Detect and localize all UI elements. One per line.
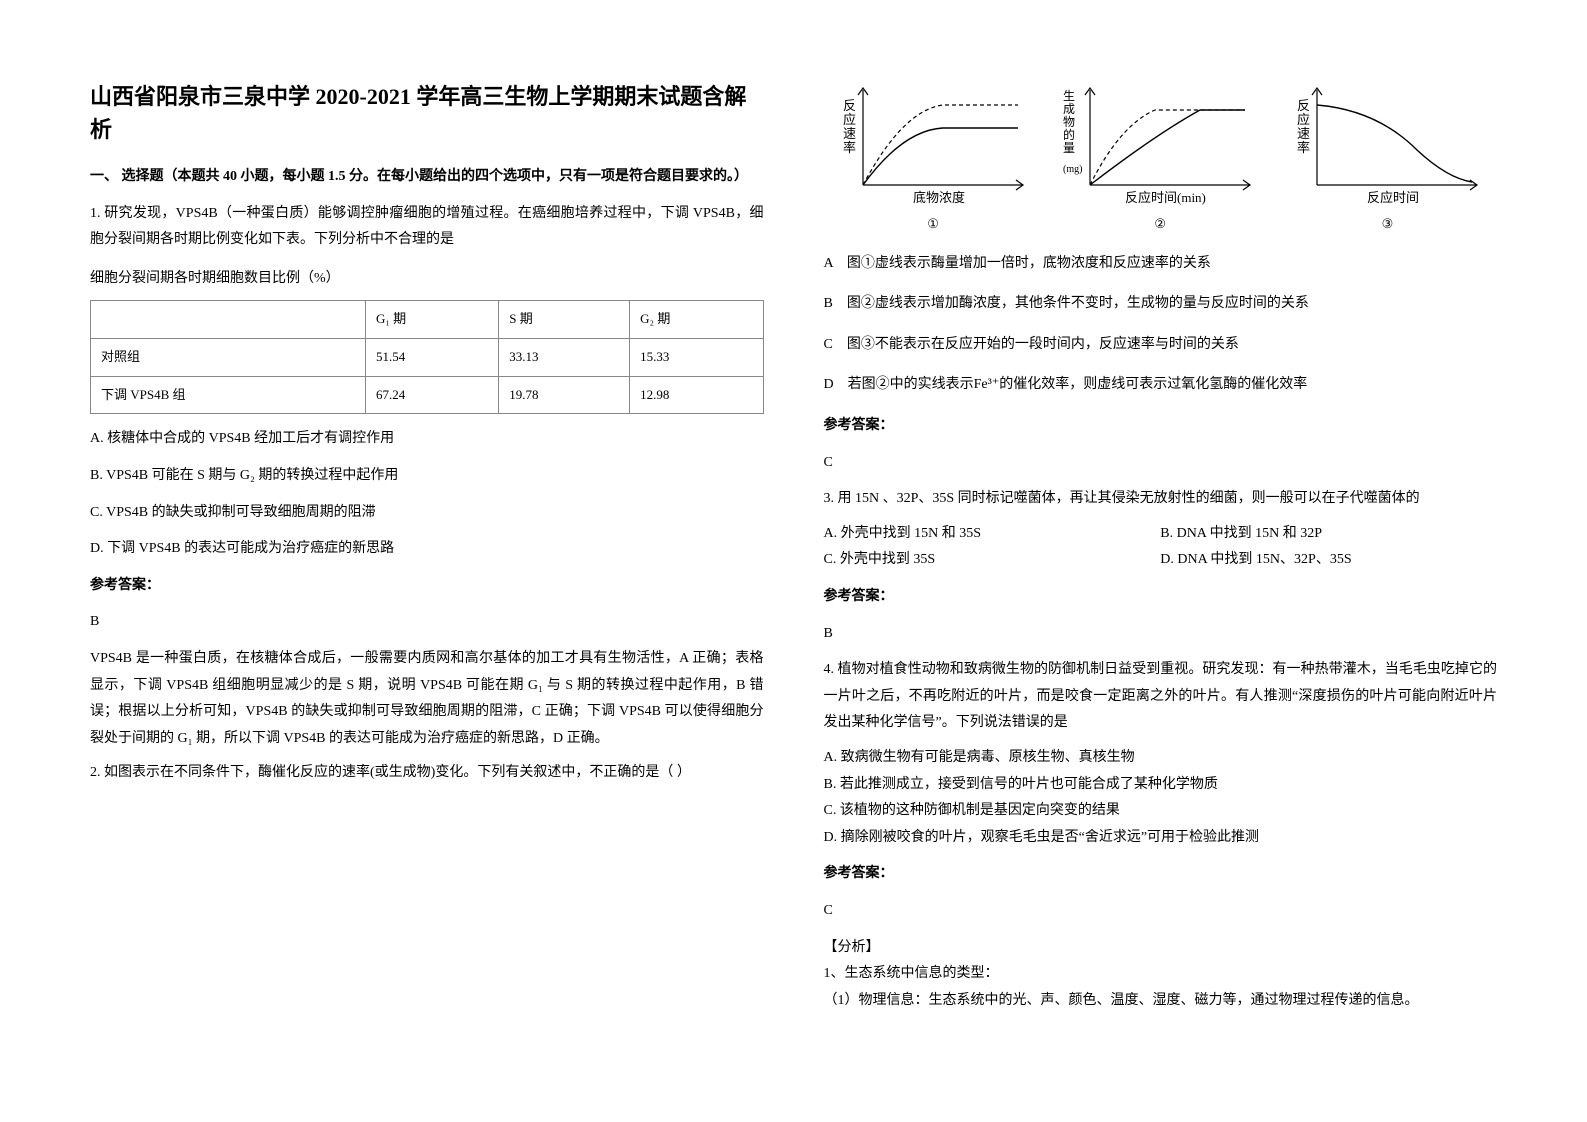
q2-stem: 2. 如图表示在不同条件下，酶催化反应的速率(或生成物)变化。下列有关叙述中，不… bbox=[90, 760, 764, 787]
q1-explanation: VPS4B 是一种蛋白质，在核糖体合成后，一般需要内质网和高尔基体的加工才具有生… bbox=[90, 646, 764, 752]
q1-table: G₁ 期 S 期 G₂ 期 对照组 51.54 33.13 15.33 下调 V… bbox=[90, 300, 764, 414]
q3-opt-d: D. DNA 中找到 15N、32P、35S bbox=[1160, 547, 1497, 574]
td: 33.13 bbox=[499, 339, 630, 377]
q1-opt-c: C. VPS4B 的缺失或抑制可导致细胞周期的阻滞 bbox=[90, 500, 764, 527]
chart-2: 生成物的量 (mg) 反应时间(min) ② bbox=[1051, 80, 1270, 237]
td: 67.24 bbox=[365, 376, 498, 414]
chart-2-ylabel-unit: (mg) bbox=[1063, 164, 1082, 175]
chart-1-xlabel: 底物浓度 bbox=[913, 190, 965, 205]
th-s: S 期 bbox=[499, 301, 630, 339]
right-column: 反应速率 底物浓度 ① 生成物的量 (mg) 反应时间(min) ② bbox=[794, 80, 1528, 1082]
q1-opt-a: A. 核糖体中合成的 VPS4B 经加工后才有调控作用 bbox=[90, 426, 764, 453]
td: 15.33 bbox=[630, 339, 763, 377]
table-row: 下调 VPS4B 组 67.24 19.78 12.98 bbox=[91, 376, 764, 414]
q1-answer: B bbox=[90, 609, 764, 636]
q2-answer: C bbox=[824, 450, 1498, 477]
q4-opt-d: D. 摘除刚被咬食的叶片，观察毛毛虫是否“舍近求远”可用于检验此推测 bbox=[824, 825, 1498, 852]
q4-analysis-label: 【分析】 bbox=[824, 935, 1498, 962]
chart-3-svg: 反应速率 反应时间 bbox=[1287, 80, 1487, 210]
th-blank bbox=[91, 301, 366, 339]
q2-opt-c: C 图③不能表示在反应开始的一段时间内，反应速率与时间的关系 bbox=[824, 332, 1498, 359]
q3-options-row1: A. 外壳中找到 15N 和 35S B. DNA 中找到 15N 和 32P bbox=[824, 521, 1498, 548]
q4-stem: 4. 植物对植食性动物和致病微生物的防御机制日益受到重视。研究发现：有一种热带灌… bbox=[824, 657, 1498, 737]
q3-answer-label: 参考答案： bbox=[824, 584, 1498, 611]
chart-1: 反应速率 底物浓度 ① bbox=[824, 80, 1043, 237]
q1-opt-d: D. 下调 VPS4B 的表达可能成为治疗癌症的新思路 bbox=[90, 536, 764, 563]
q4-analysis-1-1: （1）物理信息：生态系统中的光、声、颜色、温度、湿度、磁力等，通过物理过程传递的… bbox=[824, 988, 1498, 1015]
q2-charts: 反应速率 底物浓度 ① 生成物的量 (mg) 反应时间(min) ② bbox=[824, 80, 1498, 237]
left-column: 山西省阳泉市三泉中学 2020-2021 学年高三生物上学期期末试题含解析 一、… bbox=[60, 80, 794, 1082]
chart-1-svg: 反应速率 底物浓度 bbox=[833, 80, 1033, 210]
chart-2-xlabel: 反应时间(min) bbox=[1125, 190, 1206, 205]
q2-opt-a: A 图①虚线表示酶量增加一倍时，底物浓度和反应速率的关系 bbox=[824, 251, 1498, 278]
table-row: 对照组 51.54 33.13 15.33 bbox=[91, 339, 764, 377]
chart-3-ylabel: 反应速率 bbox=[1297, 98, 1310, 155]
th-g2: G₂ 期 bbox=[630, 301, 763, 339]
chart-3-sub: ③ bbox=[1382, 212, 1394, 237]
q3-answer: B bbox=[824, 621, 1498, 648]
q4-analysis-1: 1、生态系统中信息的类型： bbox=[824, 961, 1498, 988]
table-row: G₁ 期 S 期 G₂ 期 bbox=[91, 301, 764, 339]
q2-opt-b: B 图②虚线表示增加酶浓度，其他条件不变时，生成物的量与反应时间的关系 bbox=[824, 291, 1498, 318]
chart-3: 反应速率 反应时间 ③ bbox=[1278, 80, 1497, 237]
chart-2-svg: 生成物的量 (mg) 反应时间(min) bbox=[1060, 80, 1260, 210]
q2-answer-label: 参考答案： bbox=[824, 413, 1498, 440]
q3-opt-b: B. DNA 中找到 15N 和 32P bbox=[1160, 521, 1497, 548]
td: 对照组 bbox=[91, 339, 366, 377]
chart-1-sub: ① bbox=[927, 212, 939, 237]
q3-options-row2: C. 外壳中找到 35S D. DNA 中找到 15N、32P、35S bbox=[824, 547, 1498, 574]
q3-stem: 3. 用 15N 、32P、35S 同时标记噬菌体，再让其侵染无放射性的细菌，则… bbox=[824, 486, 1498, 513]
q3-opt-a: A. 外壳中找到 15N 和 35S bbox=[824, 521, 1161, 548]
chart-1-ylabel: 反应速率 bbox=[843, 98, 856, 155]
q3-opt-c: C. 外壳中找到 35S bbox=[824, 547, 1161, 574]
th-g1: G₁ 期 bbox=[365, 301, 498, 339]
q4-opt-c: C. 该植物的这种防御机制是基因定向突变的结果 bbox=[824, 798, 1498, 825]
chart-2-sub: ② bbox=[1154, 212, 1166, 237]
chart-2-ylabel: 生成物的量 bbox=[1063, 89, 1075, 155]
td: 12.98 bbox=[630, 376, 763, 414]
q1-answer-label: 参考答案： bbox=[90, 573, 764, 600]
q4-answer-label: 参考答案： bbox=[824, 861, 1498, 888]
q2-opt-d: D 若图②中的实线表示Fe³⁺的催化效率，则虚线可表示过氧化氢酶的催化效率 bbox=[824, 372, 1498, 399]
q1-stem: 1. 研究发现，VPS4B（一种蛋白质）能够调控肿瘤细胞的增殖过程。在癌细胞培养… bbox=[90, 201, 764, 254]
section-1-title: 一、 选择题（本题共 40 小题，每小题 1.5 分。在每小题给出的四个选项中，… bbox=[90, 164, 764, 191]
chart-3-xlabel: 反应时间 bbox=[1367, 190, 1419, 205]
td: 下调 VPS4B 组 bbox=[91, 376, 366, 414]
q4-opt-b: B. 若此推测成立，接受到信号的叶片也可能合成了某种化学物质 bbox=[824, 772, 1498, 799]
td: 51.54 bbox=[365, 339, 498, 377]
td: 19.78 bbox=[499, 376, 630, 414]
q1-table-caption: 细胞分裂间期各时期细胞数目比例（%） bbox=[90, 266, 764, 293]
q4-opt-a: A. 致病微生物有可能是病毒、原核生物、真核生物 bbox=[824, 745, 1498, 772]
doc-title: 山西省阳泉市三泉中学 2020-2021 学年高三生物上学期期末试题含解析 bbox=[90, 80, 764, 146]
q1-options: A. 核糖体中合成的 VPS4B 经加工后才有调控作用 B. VPS4B 可能在… bbox=[90, 426, 764, 562]
q1-opt-b: B. VPS4B 可能在 S 期与 G₂ 期的转换过程中起作用 bbox=[90, 463, 764, 490]
q4-answer: C bbox=[824, 898, 1498, 925]
